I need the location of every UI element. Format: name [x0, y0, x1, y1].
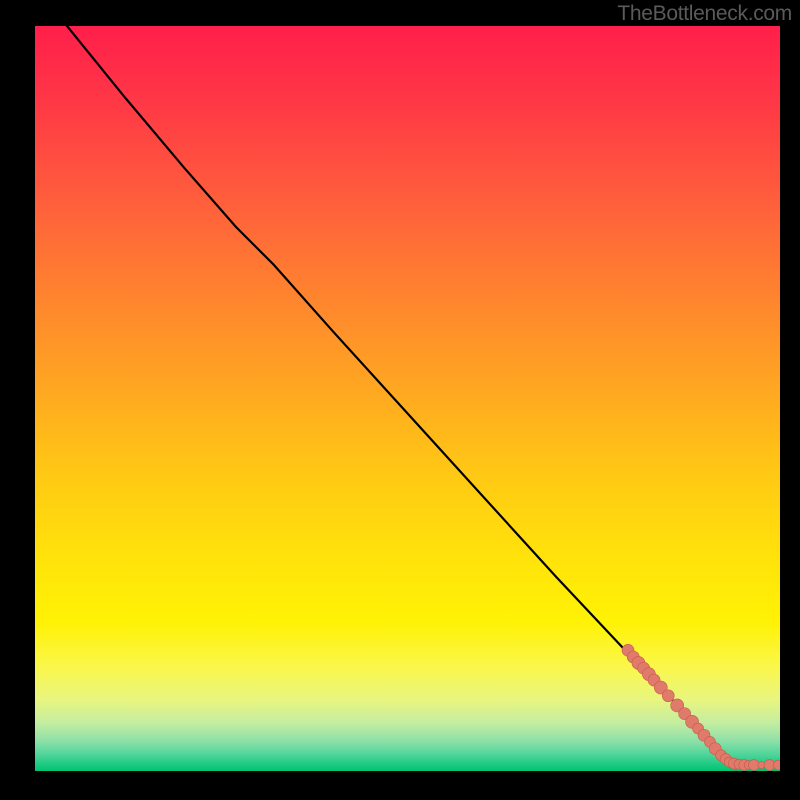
gradient-background — [35, 26, 780, 771]
watermark-text: TheBottleneck.com — [617, 2, 792, 26]
chart-area — [35, 26, 780, 771]
